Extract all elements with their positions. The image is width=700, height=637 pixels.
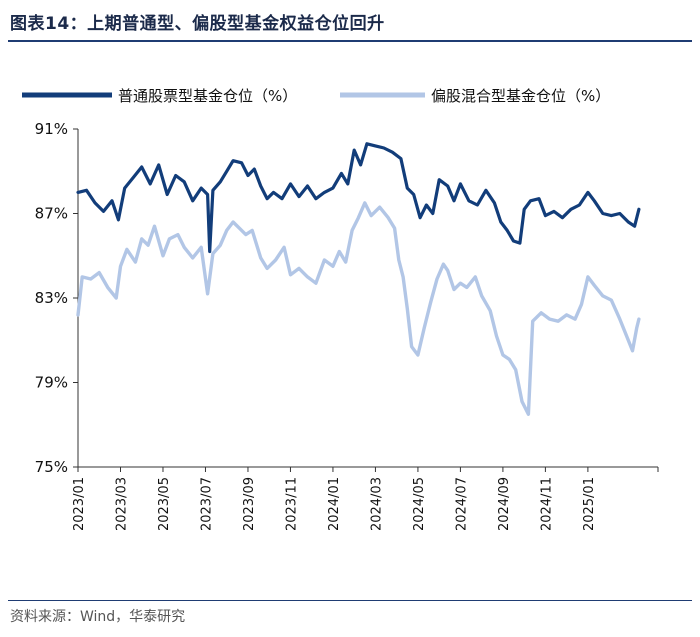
y-tick-label: 87% [35, 205, 68, 223]
legend-label-series-1: 普通股票型基金仓位（%） [118, 87, 297, 105]
legend-label-series-2: 偏股混合型基金仓位（%） [431, 87, 610, 105]
source-note: 资料来源：Wind，华泰研究 [10, 609, 186, 625]
x-tick-label: 2024/11 [539, 477, 554, 531]
y-tick-label: 83% [35, 289, 68, 307]
source-rule [8, 600, 692, 601]
figure-title: 图表14：上期普通型、偏股型基金权益仓位回升 [10, 14, 385, 34]
y-tick-label: 91% [35, 120, 68, 138]
y-tick-label: 79% [35, 374, 68, 392]
x-tick-label: 2024/09 [497, 477, 512, 531]
x-tick-label: 2025/01 [582, 477, 597, 531]
title-rule [8, 40, 692, 42]
x-tick-label: 2024/03 [369, 477, 384, 531]
x-tick-label: 2024/01 [327, 477, 342, 531]
x-tick-label: 2023/05 [157, 477, 172, 531]
x-tick-label: 2023/11 [284, 477, 299, 531]
plot-area: 75% 79% 83% 87% 91% 2023/01 2023/03 2023/05 2023… [35, 120, 659, 531]
y-tick-label: 75% [35, 458, 68, 476]
legend: 普通股票型基金仓位（%） 偏股混合型基金仓位（%） [22, 87, 610, 105]
line-chart: 普通股票型基金仓位（%） 偏股混合型基金仓位（%） 75% 79% 83% 87% 91… [22, 87, 659, 531]
x-tick-label: 2023/03 [114, 477, 129, 531]
series-line-1 [76, 142, 641, 254]
x-tick-label: 2023/07 [199, 477, 214, 531]
series-line-2 [76, 201, 641, 416]
x-tick-label: 2023/01 [72, 477, 87, 531]
x-tick-label: 2023/09 [242, 477, 257, 531]
x-tick-label: 2024/07 [454, 477, 469, 531]
x-tick-label: 2024/05 [412, 477, 427, 531]
